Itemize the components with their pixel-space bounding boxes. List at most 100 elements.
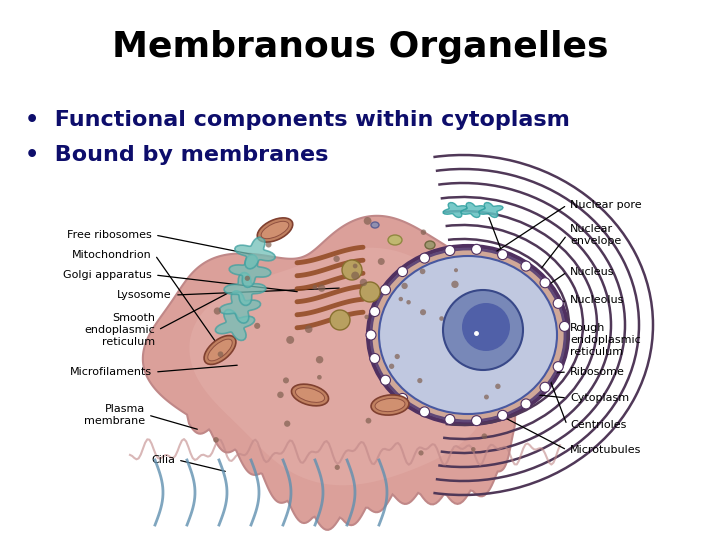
Circle shape	[559, 321, 570, 332]
Polygon shape	[479, 202, 503, 218]
Polygon shape	[443, 202, 467, 218]
Text: Lysosome: Lysosome	[117, 290, 172, 300]
Circle shape	[277, 392, 284, 398]
Circle shape	[420, 230, 426, 235]
Circle shape	[366, 330, 376, 340]
Ellipse shape	[371, 249, 565, 421]
Circle shape	[521, 261, 531, 271]
Circle shape	[380, 285, 390, 295]
Polygon shape	[189, 248, 494, 485]
Circle shape	[445, 246, 455, 255]
Circle shape	[369, 307, 379, 316]
Ellipse shape	[292, 384, 328, 406]
Circle shape	[420, 407, 430, 417]
Circle shape	[495, 383, 500, 389]
Ellipse shape	[379, 256, 557, 414]
Text: •  Bound by membranes: • Bound by membranes	[25, 145, 328, 165]
Text: Membranous Organelles: Membranous Organelles	[112, 30, 608, 64]
Circle shape	[366, 418, 372, 423]
Text: Rough
endoplasmic
reticulum: Rough endoplasmic reticulum	[570, 323, 641, 356]
Circle shape	[389, 363, 395, 369]
Circle shape	[214, 307, 221, 315]
Circle shape	[364, 315, 369, 319]
Ellipse shape	[261, 221, 289, 239]
Circle shape	[443, 290, 523, 370]
Circle shape	[420, 253, 430, 263]
Circle shape	[418, 450, 423, 456]
Circle shape	[482, 434, 487, 439]
Circle shape	[406, 300, 411, 305]
Circle shape	[305, 326, 312, 333]
Circle shape	[254, 323, 260, 329]
Text: Free ribosomes: Free ribosomes	[67, 230, 152, 240]
Text: Cytoplasm: Cytoplasm	[570, 393, 629, 403]
Circle shape	[484, 349, 490, 355]
Text: Mitochondrion: Mitochondrion	[72, 250, 152, 260]
Ellipse shape	[371, 395, 409, 415]
Circle shape	[399, 297, 403, 301]
Polygon shape	[229, 255, 271, 287]
Polygon shape	[220, 291, 261, 323]
Circle shape	[364, 217, 372, 225]
Circle shape	[213, 437, 219, 443]
Polygon shape	[224, 273, 266, 306]
Circle shape	[335, 465, 340, 470]
Circle shape	[417, 378, 423, 383]
Ellipse shape	[204, 335, 236, 364]
Text: Cilia: Cilia	[151, 455, 175, 465]
Circle shape	[378, 258, 384, 265]
Text: Ribosome: Ribosome	[570, 367, 625, 377]
Circle shape	[284, 421, 290, 427]
Circle shape	[472, 416, 482, 426]
Polygon shape	[461, 202, 485, 218]
Circle shape	[330, 310, 350, 330]
Circle shape	[498, 249, 508, 260]
Ellipse shape	[208, 339, 233, 361]
Circle shape	[318, 285, 325, 292]
Circle shape	[420, 268, 426, 274]
Ellipse shape	[368, 246, 568, 424]
Ellipse shape	[295, 388, 325, 402]
Circle shape	[553, 362, 563, 372]
Text: •  Functional components within cytoplasm: • Functional components within cytoplasm	[25, 110, 570, 130]
Circle shape	[426, 243, 431, 249]
Circle shape	[454, 268, 458, 272]
Text: Microtubules: Microtubules	[570, 445, 642, 455]
Circle shape	[287, 336, 294, 344]
Circle shape	[420, 309, 426, 315]
Text: Smooth
endoplasmic
reticulum: Smooth endoplasmic reticulum	[84, 313, 155, 347]
Circle shape	[312, 285, 317, 289]
Circle shape	[553, 299, 563, 308]
Ellipse shape	[375, 399, 405, 411]
Text: Plasma
membrane: Plasma membrane	[84, 404, 145, 426]
Text: Nuclear
envelope: Nuclear envelope	[570, 224, 621, 246]
Circle shape	[283, 377, 289, 383]
Circle shape	[397, 267, 408, 276]
Circle shape	[266, 242, 271, 247]
Circle shape	[380, 375, 390, 385]
Circle shape	[360, 279, 367, 286]
Circle shape	[499, 350, 503, 355]
Circle shape	[462, 303, 510, 351]
Text: Golgi apparatus: Golgi apparatus	[63, 270, 152, 280]
Circle shape	[482, 316, 487, 322]
Circle shape	[395, 354, 400, 359]
Circle shape	[397, 394, 408, 403]
Circle shape	[540, 382, 550, 392]
Ellipse shape	[257, 218, 293, 242]
Ellipse shape	[388, 235, 402, 245]
Circle shape	[342, 260, 362, 280]
Circle shape	[402, 283, 408, 289]
Circle shape	[353, 264, 358, 268]
Text: Microfilaments: Microfilaments	[70, 367, 152, 377]
Circle shape	[445, 415, 455, 424]
Circle shape	[498, 410, 508, 420]
Circle shape	[521, 399, 531, 409]
Circle shape	[360, 282, 380, 302]
Polygon shape	[143, 216, 540, 530]
Polygon shape	[235, 237, 275, 269]
Text: Centrioles: Centrioles	[570, 420, 626, 430]
Circle shape	[369, 354, 379, 363]
Circle shape	[317, 375, 322, 380]
Circle shape	[439, 316, 444, 321]
